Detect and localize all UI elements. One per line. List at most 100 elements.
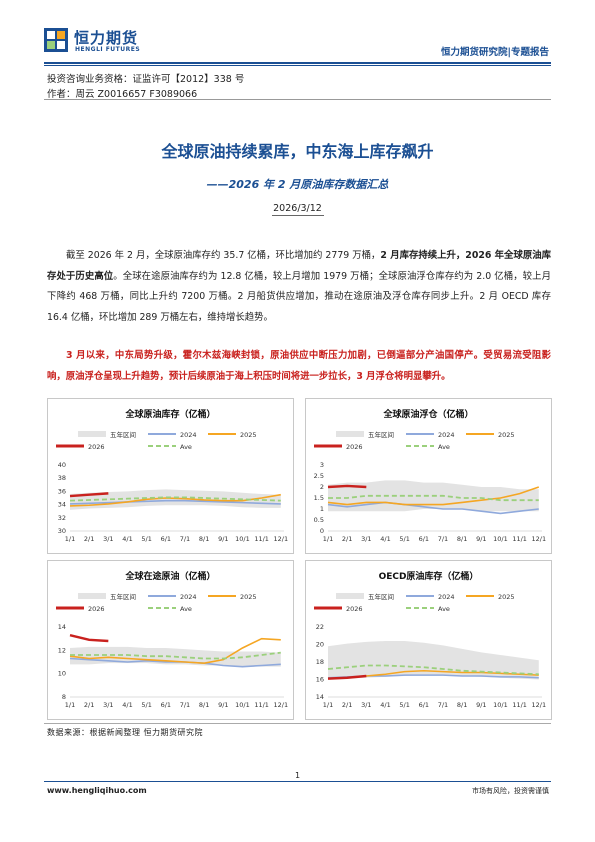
- x-tick-label: 11/1: [512, 701, 527, 709]
- x-tick-label: 12/1: [531, 701, 546, 709]
- legend-label-y2026: 2026: [88, 443, 105, 451]
- date-underline: [272, 215, 324, 216]
- license-info: 投资咨询业务资格：证监许可【2012】338 号: [47, 74, 245, 85]
- legend-label-y2025: 2025: [240, 431, 257, 439]
- x-tick-label: 1/1: [323, 701, 333, 709]
- y-tick-label: 20: [316, 641, 324, 649]
- series-line-y2025: [327, 486, 540, 506]
- body-text-part: 截至 2026 年 2 月，全球原油库存约 35.7 亿桶，环比增加约 2779…: [66, 250, 381, 261]
- chart-panel-floating: 全球原油浮仓（亿桶） 五年区间 2024 2025 2026 Ave 0 0.5 1 1.5 2 2…: [305, 398, 552, 554]
- x-tick-label: 11/1: [512, 535, 527, 543]
- report-title: 全球原油持续累库，中东海上库存飙升: [161, 142, 434, 161]
- legend-band-swatch: [336, 431, 364, 437]
- x-tick-label: 7/1: [438, 535, 448, 543]
- body-paragraph: 截至 2026 年 2 月，全球原油库存约 35.7 亿桶，环比增加约 2779…: [47, 246, 551, 328]
- x-tick-label: 8/1: [457, 535, 467, 543]
- x-tick-label: 7/1: [180, 535, 190, 543]
- body-text-emphasis: 2 月库存持续上升，2026 年全球原油库存处于历史高位: [47, 250, 551, 282]
- header-divider-thin: [44, 65, 551, 66]
- y-tick-label: 0: [320, 527, 324, 535]
- legend-label-ave: Ave: [438, 443, 450, 451]
- report-type-label: 恒力期货研究院|专题报告: [441, 47, 549, 58]
- y-tick-label: 8: [62, 693, 66, 701]
- x-tick-label: 10/1: [235, 535, 250, 543]
- series-line-ave: [70, 651, 281, 660]
- x-tick-label: 6/1: [161, 535, 171, 543]
- x-tick-label: 6/1: [161, 701, 171, 709]
- series-line-y2026: [69, 492, 109, 498]
- x-tick-label: 8/1: [457, 701, 467, 709]
- series-line-ave: [327, 664, 539, 676]
- website-link[interactable]: www.hengliqihuo.com: [47, 786, 147, 795]
- x-tick-label: 10/1: [235, 701, 250, 709]
- chart-in-transit-oil: 五年区间 2024 2025 2026 Ave 8 10 12 14 1/1 2/1 3/1 4/1 5/…: [56, 592, 288, 709]
- legend-label-y2025: 2025: [498, 431, 515, 439]
- body-text-part: 。全球在途原油库存约为 12.8 亿桶，较上月增加 1979 万桶；全球原油浮仓…: [47, 270, 551, 323]
- y-tick-label: 12: [58, 646, 66, 654]
- x-tick-label: 5/1: [141, 535, 151, 543]
- series-line-y2026: [327, 484, 367, 489]
- series-line-y2025: [69, 637, 281, 664]
- legend-band-swatch: [78, 431, 106, 437]
- x-tick-label: 10/1: [493, 701, 508, 709]
- legend-label-y2025: 2025: [240, 593, 257, 601]
- legend-label-band: 五年区间: [368, 430, 394, 439]
- legend-label-band: 五年区间: [110, 430, 136, 439]
- x-tick-label: 10/1: [493, 535, 508, 543]
- series-line-y2024: [327, 501, 539, 515]
- five-year-range-band: [328, 641, 539, 680]
- footer-divider: [44, 781, 551, 782]
- legend-label-y2026: 2026: [346, 605, 363, 613]
- chart-panel-global: 全球原油库存（亿桶） 五年区间 2024 2025 2026 Ave 30 32 34 36 38…: [47, 398, 294, 554]
- y-tick-label: 2: [320, 483, 324, 491]
- chart-panel-oecd: OECD原油库存（亿桶） 五年区间 2024 2025 2026 Ave 14 16 18 20…: [305, 560, 552, 720]
- legend-label-band: 五年区间: [110, 592, 136, 601]
- legend-label-ave: Ave: [180, 605, 192, 613]
- legend-band-swatch: [336, 593, 364, 599]
- legend-band-swatch: [78, 593, 106, 599]
- x-tick-label: 12/1: [273, 701, 288, 709]
- author-info: 作者：周云 Z0016657 F3089066: [47, 89, 198, 100]
- y-tick-label: 40: [58, 461, 66, 469]
- y-tick-label: 32: [58, 514, 66, 522]
- x-tick-label: 2/1: [84, 535, 94, 543]
- source-divider: [44, 723, 551, 724]
- x-tick-label: 4/1: [122, 535, 132, 543]
- x-tick-label: 9/1: [218, 535, 228, 543]
- chart-global-oil-stock: 五年区间 2024 2025 2026 Ave 30 32 34 36 38 40 1/1 2/1 3/1…: [56, 430, 288, 543]
- x-tick-label: 7/1: [438, 701, 448, 709]
- legend-label-ave: Ave: [180, 443, 192, 451]
- chart-panel-transit: 全球在途原油（亿桶） 五年区间 2024 2025 2026 Ave 8 10 12 14 1/1…: [47, 560, 294, 720]
- x-tick-label: 8/1: [199, 701, 209, 709]
- series-line-y2024: [69, 499, 281, 505]
- series-line-y2026: [69, 634, 109, 643]
- x-tick-label: 1/1: [65, 535, 75, 543]
- legend-label-y2026: 2026: [346, 443, 363, 451]
- y-tick-label: 3: [320, 461, 324, 469]
- x-tick-label: 5/1: [399, 701, 409, 709]
- legend-label-y2026: 2026: [88, 605, 105, 613]
- x-tick-label: 2/1: [84, 701, 94, 709]
- risk-disclaimer: 市场有风险，投资需谨慎: [472, 787, 549, 795]
- x-tick-label: 4/1: [380, 535, 390, 543]
- legend-label-y2024: 2024: [180, 431, 197, 439]
- y-tick-label: 0.5: [314, 516, 324, 524]
- y-tick-label: 36: [58, 487, 66, 495]
- legend-label-ave: Ave: [438, 605, 450, 613]
- highlight-paragraph: 3 月以来，中东局势升级，霍尔木兹海峡封锁，原油供应中断压力加剧，已倒逼部分产油…: [47, 350, 551, 382]
- y-tick-label: 10: [58, 670, 66, 678]
- x-tick-label: 5/1: [141, 701, 151, 709]
- company-name-cn: 恒力期货: [74, 29, 139, 47]
- legend-label-band: 五年区间: [368, 592, 394, 601]
- y-tick-label: 22: [316, 623, 324, 631]
- y-tick-label: 1: [320, 505, 324, 513]
- report-date: 2026/3/12: [273, 203, 322, 214]
- series-line-ave: [69, 496, 281, 502]
- x-tick-label: 11/1: [254, 535, 269, 543]
- legend-label-y2025: 2025: [498, 593, 515, 601]
- x-tick-label: 9/1: [476, 701, 486, 709]
- y-tick-label: 34: [58, 501, 66, 509]
- x-tick-label: 3/1: [103, 701, 113, 709]
- x-tick-label: 8/1: [199, 535, 209, 543]
- header-divider: [44, 62, 551, 64]
